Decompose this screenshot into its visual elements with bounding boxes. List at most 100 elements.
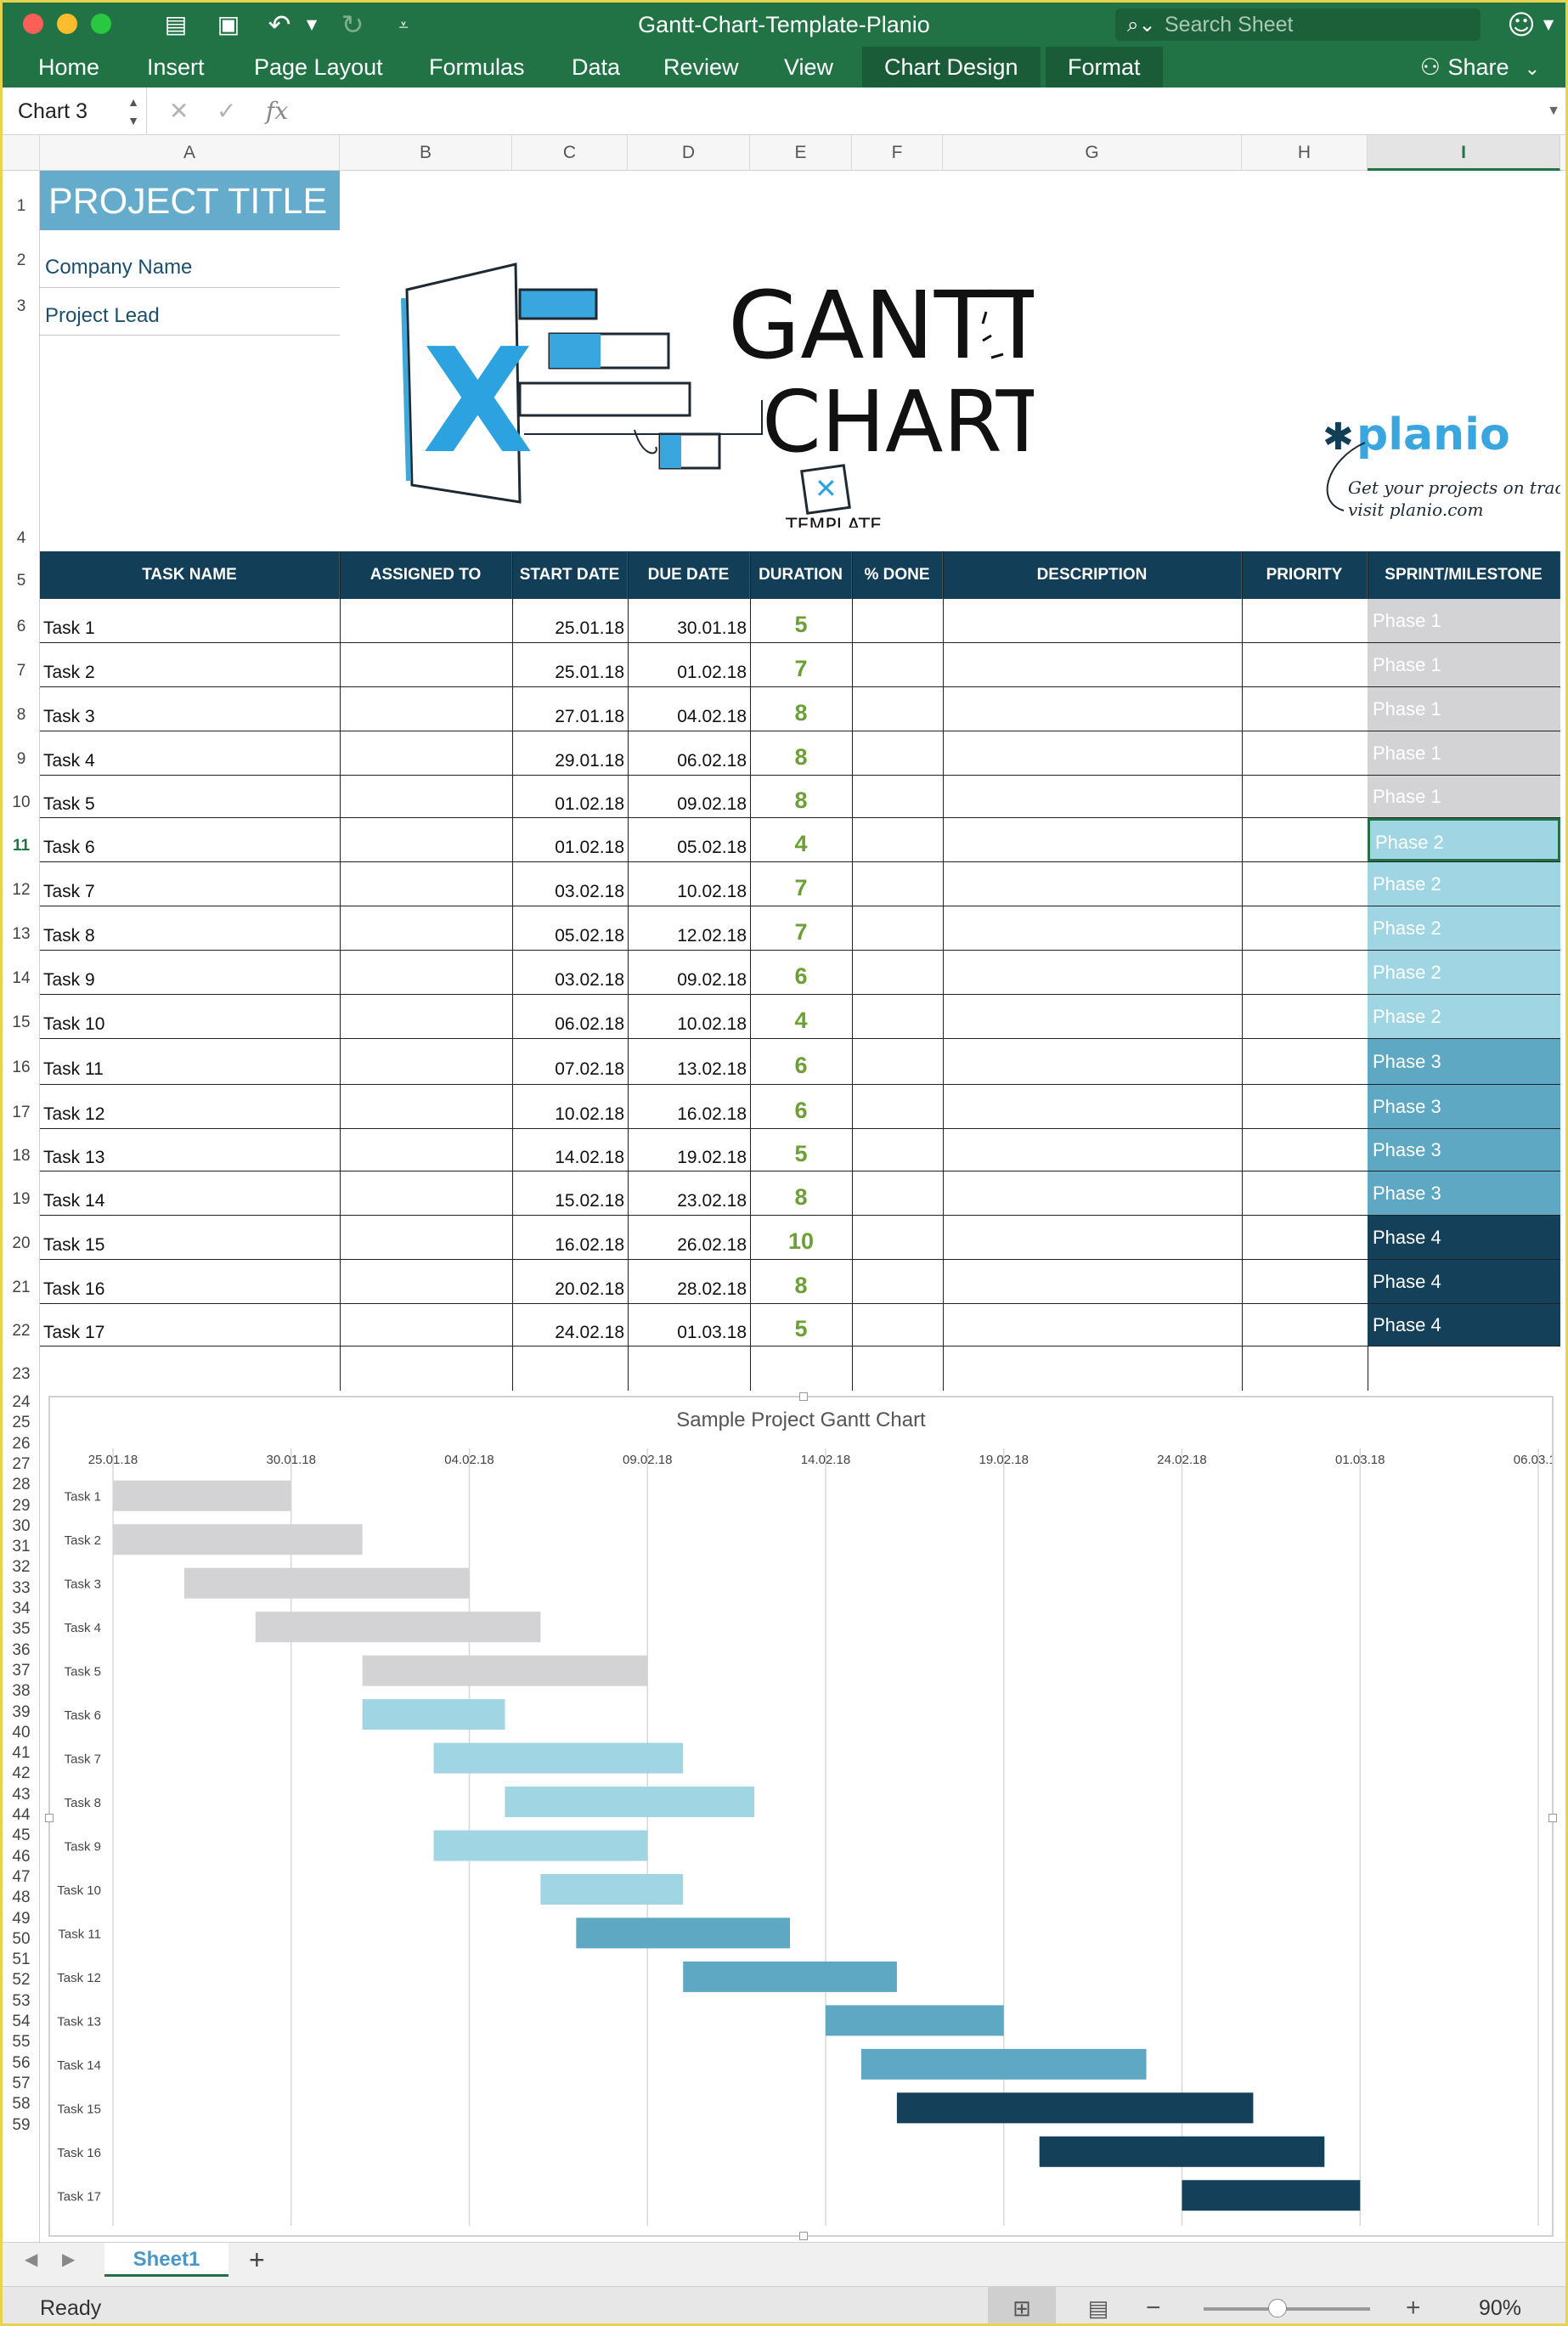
task-name-cell[interactable]: Task 11 [43,1059,104,1079]
table-row[interactable]: Task 3 27.01.18 04.02.18 8 Phase 1 [40,687,1560,731]
zoom-slider-track[interactable] [1204,2307,1370,2311]
gantt-chart[interactable]: Sample Project Gantt Chart 25.01.18 30.01.… [45,1392,1560,2240]
formula-expand-icon[interactable]: ▼ [1547,104,1560,118]
customize-toolbar-icon[interactable]: ⩡ [398,14,409,35]
name-box-stepper-icon[interactable]: ▲ ▼ [127,95,139,127]
feedback-dropdown-icon[interactable]: ▼ [1543,16,1554,32]
row-header[interactable]: 37 [12,1661,31,1680]
due-date-cell[interactable]: 05.02.18 [677,838,747,857]
row-header[interactable]: 28 [12,1476,31,1494]
task-name-cell[interactable]: Task 12 [43,1104,105,1124]
start-date-cell[interactable]: 29.01.18 [555,751,624,771]
tab-format[interactable]: Format [1046,47,1163,88]
redo-icon[interactable]: ↻ [341,8,364,41]
start-date-cell[interactable]: 25.01.18 [555,663,624,682]
share-button[interactable]: ⚇ Share ⌄ [1420,47,1540,90]
undo-dropdown-icon[interactable]: ▼ [306,16,318,32]
duration-cell[interactable]: 5 [794,612,808,637]
row-header[interactable]: 43 [12,1785,31,1804]
start-date-cell[interactable]: 01.02.18 [555,794,624,814]
tab-data[interactable]: Data [572,54,621,80]
start-date-cell[interactable]: 16.02.18 [555,1235,624,1255]
tab-home[interactable]: Home [38,54,100,80]
task-name-cell[interactable]: Task 8 [43,926,95,946]
task-name-cell[interactable]: Task 5 [43,794,95,814]
sprint-milestone-cell[interactable]: Phase 1 [1368,776,1560,817]
task-name-cell[interactable]: Task 14 [43,1191,105,1211]
row-header[interactable]: 59 [12,2115,31,2134]
row-header[interactable]: 13 [12,925,31,943]
row-header[interactable]: 31 [12,1538,31,1556]
due-date-cell[interactable]: 26.02.18 [677,1235,747,1255]
sidebar-icon[interactable]: ▤ [164,10,188,38]
start-date-cell[interactable]: 06.02.18 [555,1014,624,1034]
table-row[interactable]: Task 11 07.02.18 13.02.18 6 Phase 3 [40,1039,1560,1085]
row-header[interactable]: 5 [16,572,26,590]
due-date-cell[interactable]: 10.02.18 [677,882,747,901]
table-row[interactable]: Task 17 24.02.18 01.03.18 5 Phase 4 [40,1304,1560,1346]
name-box[interactable]: Chart 3 ▲ ▼ [3,88,147,135]
duration-cell[interactable]: 8 [794,1273,808,1298]
start-date-cell[interactable]: 01.02.18 [555,838,624,857]
row-header[interactable]: 4 [16,529,26,547]
row-header[interactable]: 2 [16,251,26,269]
duration-cell[interactable]: 8 [794,788,808,813]
table-row[interactable]: Task 16 20.02.18 28.02.18 8 Phase 4 [40,1260,1560,1304]
due-date-cell[interactable]: 30.01.18 [677,618,747,638]
start-date-cell[interactable]: 20.02.18 [555,1279,624,1299]
task-name-cell[interactable]: Task 13 [43,1148,105,1167]
table-row[interactable]: Task 10 06.02.18 10.02.18 4 Phase 2 [40,995,1560,1039]
column-header-h[interactable]: H [1242,135,1368,171]
start-date-cell[interactable]: 07.02.18 [555,1059,624,1079]
row-header[interactable]: 53 [12,1991,31,2010]
tab-review[interactable]: Review [663,54,739,80]
start-date-cell[interactable]: 25.01.18 [555,618,624,638]
row-header[interactable]: 44 [12,1806,31,1824]
sprint-milestone-cell[interactable]: Phase 3 [1368,1085,1560,1128]
row-header[interactable]: 24 [12,1393,31,1411]
table-row[interactable]: Task 15 16.02.18 26.02.18 10 Phase 4 [40,1216,1560,1260]
column-header-e[interactable]: E [750,135,852,171]
duration-cell[interactable]: 10 [787,1228,815,1254]
tab-page-layout[interactable]: Page Layout [254,54,383,80]
row-header[interactable]: 36 [12,1640,31,1659]
task-name-cell[interactable]: Task 3 [43,707,95,726]
tab-insert[interactable]: Insert [147,54,205,80]
table-row[interactable]: Task 8 05.02.18 12.02.18 7 Phase 2 [40,906,1560,951]
sprint-milestone-cell[interactable]: Phase 2 [1368,818,1560,861]
start-date-cell[interactable]: 15.02.18 [555,1191,624,1211]
row-header[interactable]: 33 [12,1578,31,1597]
row-header[interactable]: 15 [12,1013,31,1031]
task-name-cell[interactable]: Task 16 [43,1279,105,1299]
row-header[interactable]: 27 [12,1454,31,1473]
row-header[interactable]: 25 [12,1414,31,1432]
row-header[interactable]: 30 [12,1516,31,1535]
task-name-cell[interactable]: Task 7 [43,882,95,901]
row-header[interactable]: 50 [12,1929,31,1948]
project-title-cell[interactable]: PROJECT TITLE [40,171,340,230]
duration-cell[interactable]: 5 [794,1316,808,1341]
row-header[interactable]: 48 [12,1888,31,1907]
tab-chart-design[interactable]: Chart Design [862,47,1041,88]
cancel-icon[interactable]: ✕ [169,97,189,125]
due-date-cell[interactable]: 28.02.18 [677,1279,747,1299]
row-header[interactable]: 45 [12,1826,31,1845]
table-row[interactable]: Task 5 01.02.18 09.02.18 8 Phase 1 [40,776,1560,818]
task-name-cell[interactable]: Task 15 [43,1235,105,1255]
sprint-milestone-cell[interactable]: Phase 4 [1368,1216,1560,1259]
table-row[interactable]: Task 9 03.02.18 09.02.18 6 Phase 2 [40,951,1560,995]
task-name-cell[interactable]: Task 6 [43,838,95,857]
project-lead-cell[interactable]: Project Lead [40,296,340,336]
row-header[interactable]: 38 [12,1682,31,1701]
due-date-cell[interactable]: 01.03.18 [677,1323,747,1342]
sprint-milestone-cell[interactable]: Phase 1 [1368,687,1560,731]
table-row-empty[interactable] [40,1346,1560,1391]
save-icon[interactable]: ▣ [217,10,240,38]
sprint-milestone-cell[interactable]: Phase 3 [1368,1039,1560,1084]
sprint-milestone-cell[interactable]: Phase 2 [1368,906,1560,950]
sprint-milestone-cell[interactable]: Phase 2 [1368,951,1560,994]
due-date-cell[interactable]: 12.02.18 [677,926,747,946]
task-name-cell[interactable]: Task 10 [43,1014,105,1034]
zoom-in-icon[interactable]: + [1406,2294,1421,2322]
row-header[interactable]: 6 [16,618,26,635]
